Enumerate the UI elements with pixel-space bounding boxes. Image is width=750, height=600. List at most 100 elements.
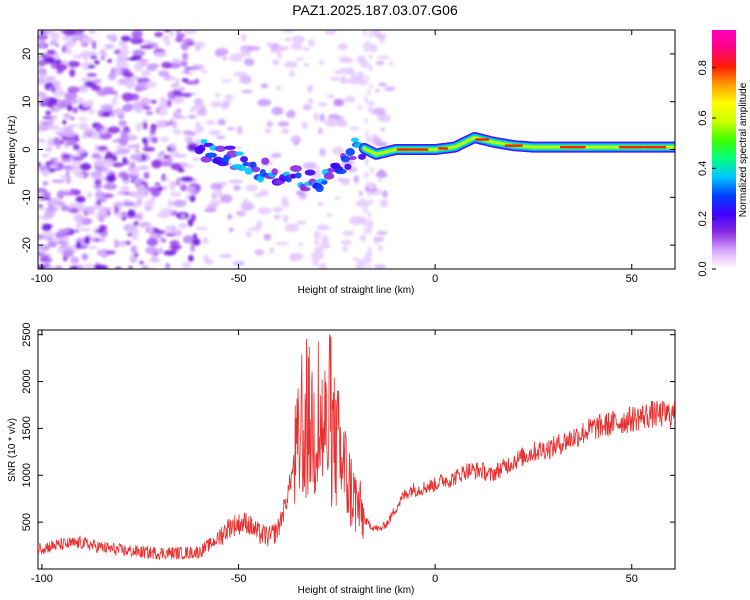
noise-blob <box>120 35 131 42</box>
noise-blob <box>362 264 367 269</box>
noise-blob <box>123 71 134 78</box>
noise-blob <box>257 98 272 107</box>
noise-blob <box>187 114 197 119</box>
noise-blob <box>142 105 152 111</box>
noise-blob <box>264 127 272 134</box>
noise-blob <box>283 61 298 69</box>
noise-blob <box>111 98 117 106</box>
ridge-blob <box>340 155 351 163</box>
noise-blob <box>38 162 42 167</box>
noise-blob <box>143 171 150 179</box>
colorbar-tick-label: 0.0 <box>697 261 709 276</box>
noise-blob <box>370 100 375 107</box>
noise-blob <box>364 160 369 167</box>
noise-blob <box>47 86 55 91</box>
noise-blob <box>84 206 96 215</box>
noise-blob <box>136 198 143 206</box>
noise-blob <box>38 207 47 211</box>
noise-blob <box>86 72 97 78</box>
noise-blob <box>277 121 290 127</box>
noise-blob <box>131 40 144 44</box>
noise-blob <box>65 48 73 55</box>
noise-blob <box>56 190 65 200</box>
y-tick-label: 0 <box>21 146 33 152</box>
noise-blob <box>76 203 86 213</box>
noise-blob <box>132 101 143 110</box>
noise-blob <box>242 198 249 205</box>
noise-blob <box>158 247 163 255</box>
noise-blob <box>220 79 233 83</box>
noise-blob <box>114 67 122 76</box>
noise-blob <box>79 173 84 179</box>
noise-blob <box>64 91 78 101</box>
noise-blob <box>285 110 296 119</box>
noise-blob <box>348 76 363 85</box>
noise-blob <box>373 107 386 116</box>
ridge-blob <box>323 172 335 180</box>
noise-blob <box>326 94 335 99</box>
noise-blob <box>339 56 352 64</box>
y-tick-label: 10 <box>21 96 33 108</box>
noise-blob <box>59 245 71 249</box>
noise-blob <box>340 239 353 245</box>
ridge-blob <box>348 155 357 161</box>
y-tick-label: 2000 <box>21 369 33 393</box>
snr-xlabel: Height of straight line (km) <box>298 585 415 596</box>
ridge-blob <box>315 184 324 193</box>
noise-blob <box>141 164 146 171</box>
noise-blob <box>149 197 156 202</box>
noise-blob <box>126 144 139 149</box>
noise-blob <box>368 44 378 53</box>
noise-blob <box>342 246 349 252</box>
noise-blob <box>65 173 71 180</box>
noise-blob <box>349 126 360 131</box>
noise-blob <box>180 60 187 67</box>
noise-blob <box>94 185 103 189</box>
noise-blob <box>257 207 272 215</box>
noise-blob <box>81 253 89 261</box>
x-tick-label: -50 <box>231 273 247 285</box>
noise-blob <box>145 246 159 255</box>
noise-blob <box>54 59 62 65</box>
noise-blob <box>281 128 290 134</box>
ridge-blob <box>223 145 236 150</box>
colorbar: 0.0 0.2 0.4 0.6 0.8 Normalized spectral ampl… <box>697 30 749 277</box>
noise-blob <box>175 36 184 43</box>
noise-blob <box>46 49 56 55</box>
noise-blob <box>334 196 341 200</box>
noise-blob <box>282 214 289 223</box>
x-tick-label: 0 <box>432 273 438 285</box>
x-tick-label: 0 <box>432 573 438 585</box>
noise-blob <box>66 104 73 112</box>
noise-blob <box>172 110 182 119</box>
noise-blob <box>183 30 197 35</box>
noise-blob <box>62 119 67 125</box>
noise-blob <box>135 148 140 154</box>
noise-blob <box>178 86 186 91</box>
noise-blob <box>193 98 204 106</box>
noise-blob <box>245 184 258 192</box>
noise-blob <box>270 154 281 159</box>
noise-blob <box>145 110 154 116</box>
noise-blob <box>319 113 325 122</box>
noise-blob <box>342 230 355 236</box>
noise-blob <box>144 199 155 208</box>
page-title: PAZ1.2025.187.03.07.G06 <box>292 2 458 18</box>
ridge-blob <box>327 167 336 173</box>
snr-panel: -100 -50 0 50 500 1000 1500 2000 2500 Height of… <box>7 322 676 596</box>
noise-blob <box>377 169 386 177</box>
noise-blob <box>319 148 326 157</box>
noise-blob <box>352 257 359 261</box>
noise-blob <box>307 39 315 47</box>
noise-blob <box>141 265 150 269</box>
noise-blob <box>68 139 76 146</box>
noise-blob <box>81 133 89 139</box>
noise-blob <box>340 179 350 186</box>
noise-blob <box>140 44 154 49</box>
noise-blob <box>333 98 343 107</box>
noise-blob <box>49 40 58 45</box>
noise-blob <box>76 97 84 104</box>
noise-blob <box>100 103 114 111</box>
noise-blob <box>210 182 223 191</box>
noise-blob <box>289 253 297 262</box>
